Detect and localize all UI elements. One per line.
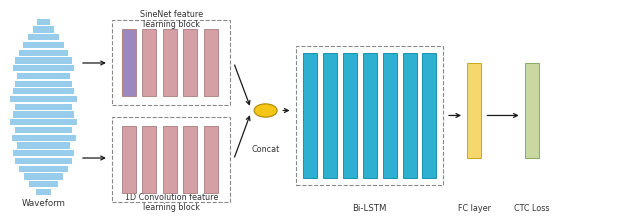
Bar [163,126,177,193]
Bar [15,104,72,110]
Bar [17,73,70,79]
Bar [10,119,77,125]
Bar [19,50,68,56]
Bar [323,53,337,178]
Text: Bi-LSTM: Bi-LSTM [352,204,387,213]
Text: FC layer: FC layer [458,204,491,213]
Bar [13,65,74,71]
Bar [112,20,230,105]
Bar [183,29,197,96]
Text: Concat: Concat [252,145,280,154]
Ellipse shape [254,104,277,117]
Bar [13,150,74,156]
Bar [467,63,481,158]
Bar [303,53,317,178]
Bar [19,166,68,172]
Bar [15,158,72,164]
Bar [23,42,64,48]
Bar [12,135,76,141]
Bar [383,53,397,178]
Bar [15,57,72,63]
Bar [33,26,54,32]
Bar [17,142,70,149]
Bar [28,34,59,40]
Bar [122,29,136,96]
Text: Waveform: Waveform [22,199,65,208]
Bar [363,53,377,178]
Bar [36,189,51,195]
Bar [183,126,197,193]
Bar [24,173,63,179]
Bar [13,111,74,118]
Bar [525,63,539,158]
Text: 1D Convolution feature
learning block: 1D Convolution feature learning block [125,193,218,212]
Bar [15,127,72,133]
Bar [10,96,77,102]
Bar [163,29,177,96]
Bar [142,126,156,193]
Text: SineNet feature
learning block: SineNet feature learning block [140,10,203,29]
Bar [204,126,218,193]
Bar [422,53,436,178]
Bar [13,88,74,94]
Bar [15,80,72,87]
Bar [37,19,50,25]
Bar [343,53,357,178]
Bar [403,53,417,178]
Bar [204,29,218,96]
Bar [142,29,156,96]
Bar [112,117,230,202]
Text: CTC Loss: CTC Loss [514,204,550,213]
Bar [296,46,443,185]
Bar [29,181,58,187]
Bar [122,126,136,193]
